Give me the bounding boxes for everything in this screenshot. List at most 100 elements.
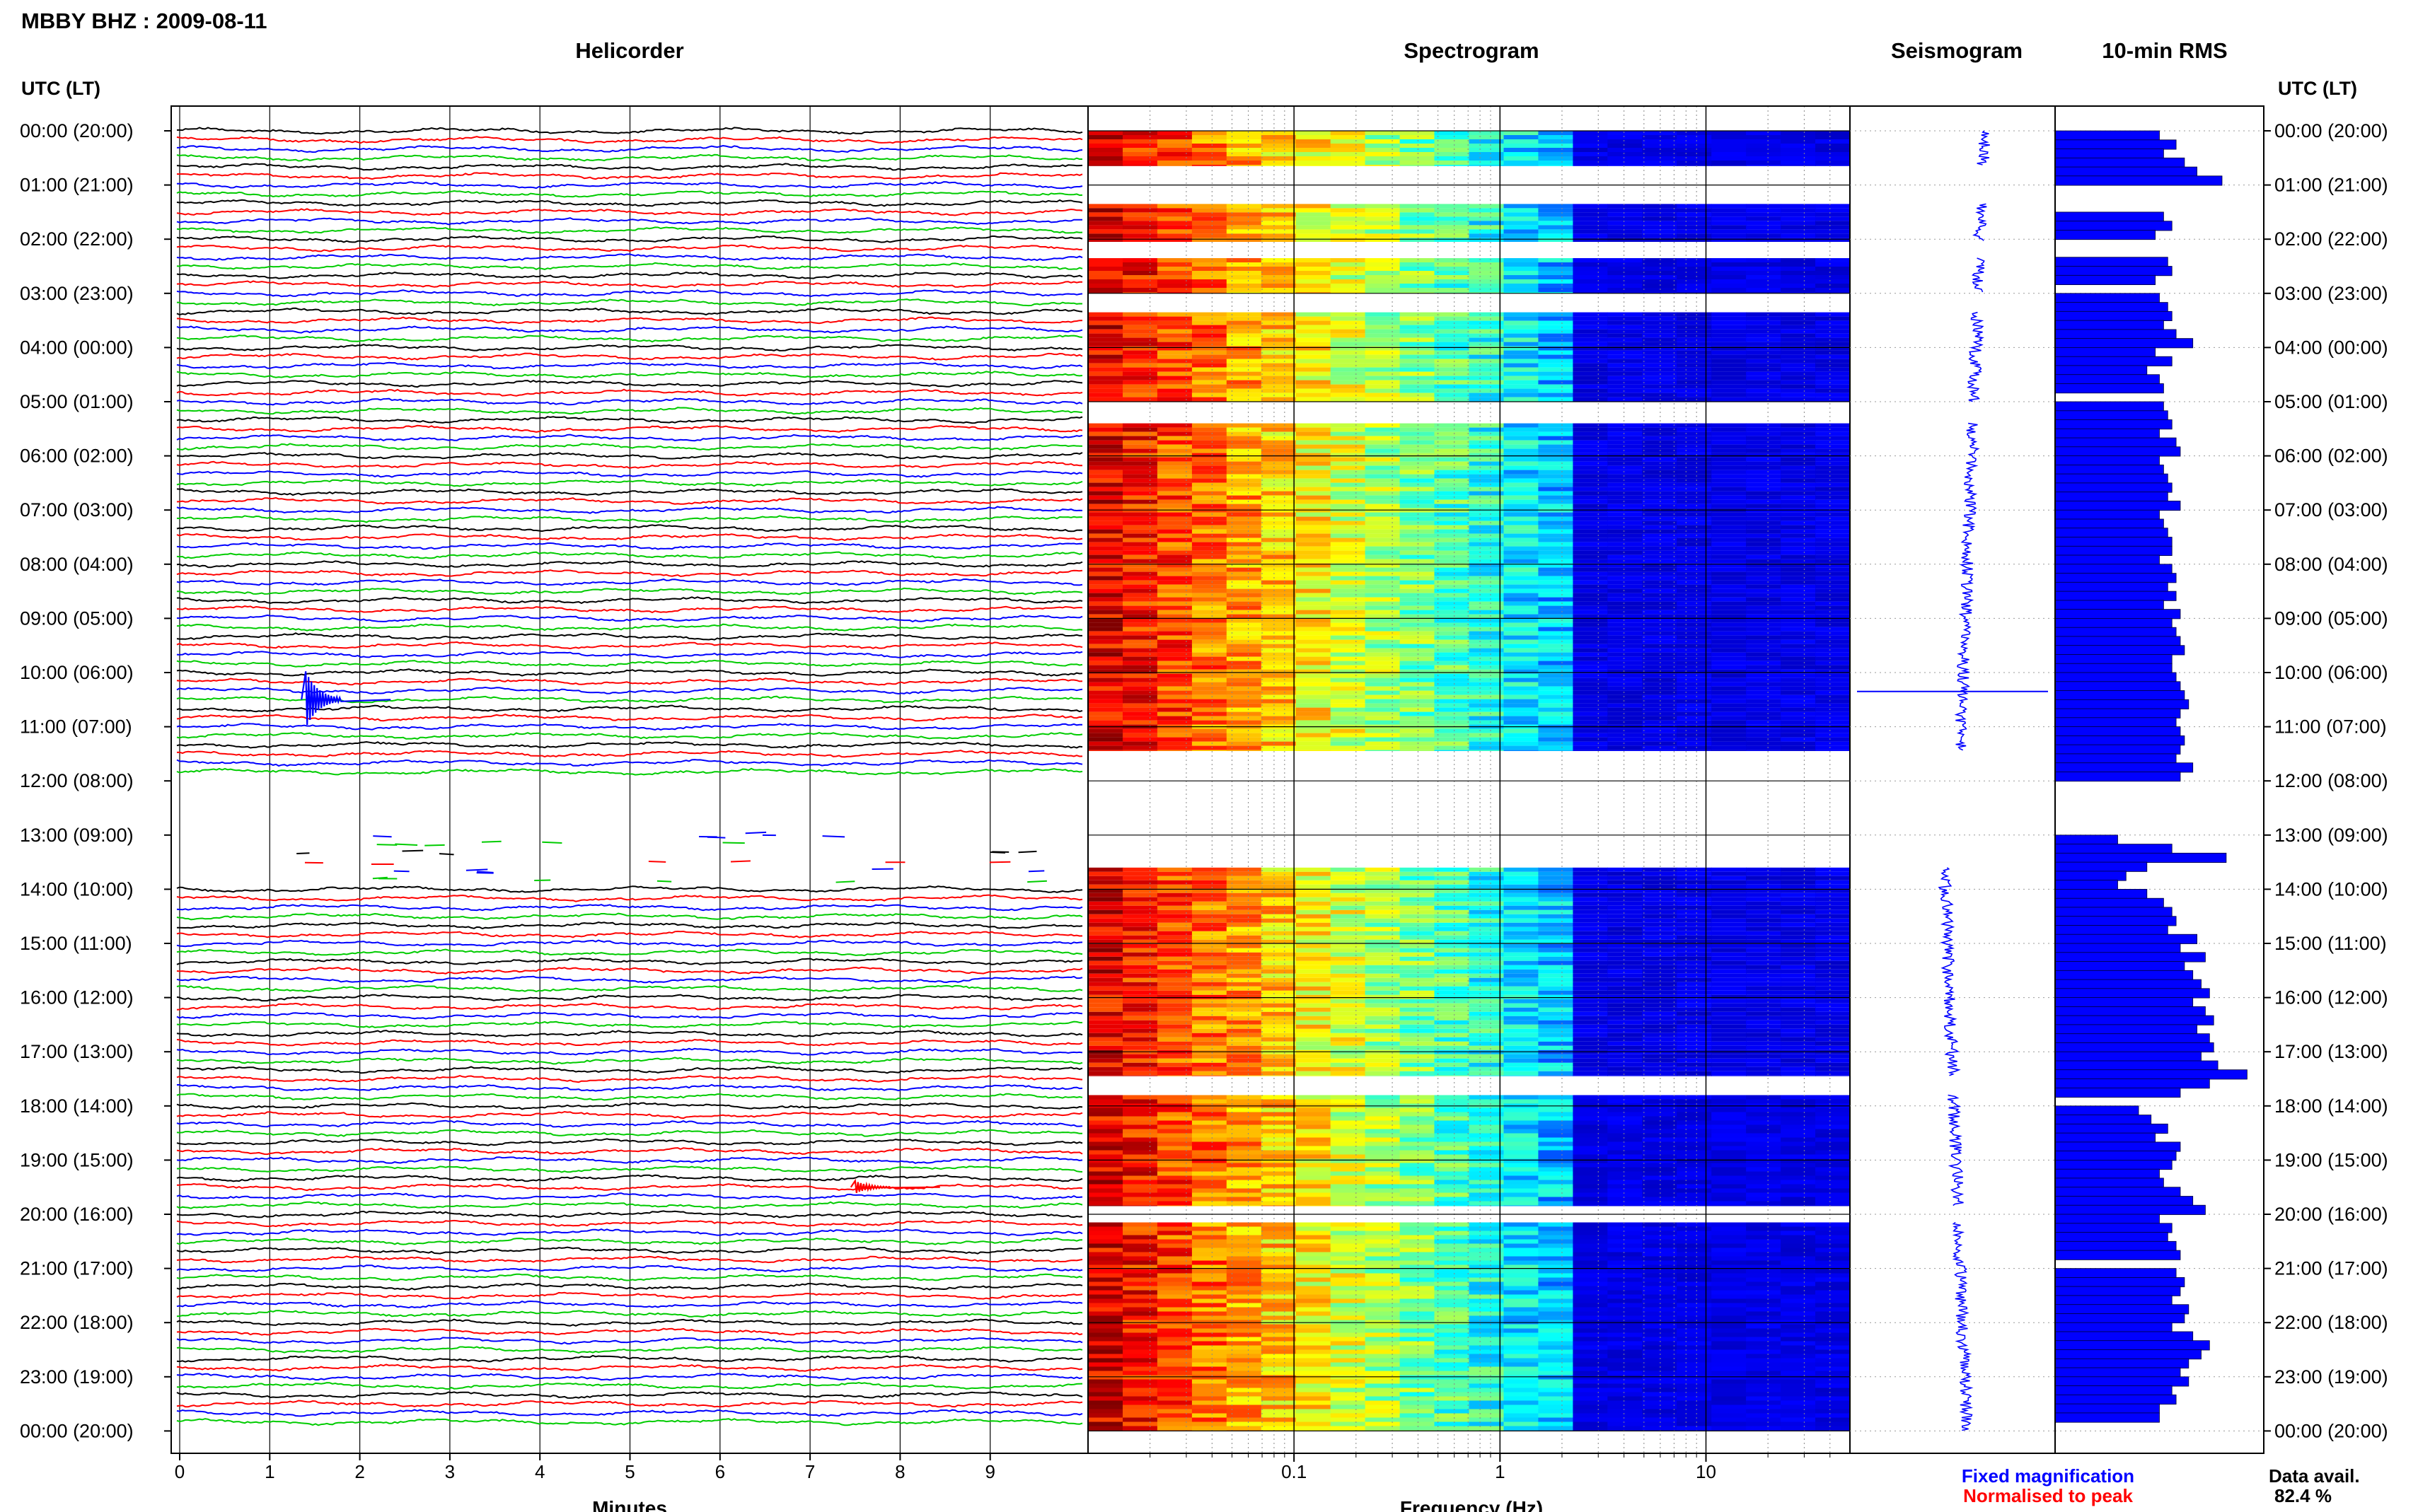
spectrogram-cell xyxy=(1261,1235,1297,1240)
spectrogram-cell xyxy=(1226,1041,1262,1046)
spectrogram-cell xyxy=(1088,969,1123,974)
spectrogram-cell xyxy=(1781,491,1816,496)
spectrogram-cell xyxy=(1434,669,1470,674)
spectrogram-cell xyxy=(1469,935,1505,940)
spectrogram-cell xyxy=(1677,1066,1712,1071)
spectrogram-cell xyxy=(1573,1054,1608,1059)
spectrogram-cell xyxy=(1607,939,1643,944)
spectrogram-cell xyxy=(1365,1201,1401,1206)
spectrogram-cell xyxy=(1434,1141,1470,1146)
spectrogram-cell xyxy=(1330,1071,1366,1076)
spectrogram-cell xyxy=(1573,956,1608,961)
spectrogram-cell xyxy=(1642,284,1677,288)
spectrogram-cell xyxy=(1088,533,1123,538)
spectrogram-cell xyxy=(1365,491,1401,496)
spectrogram-cell xyxy=(1365,148,1401,152)
spectrogram-cell xyxy=(1226,1226,1262,1231)
spectrogram-cell xyxy=(1191,610,1227,615)
spectrogram-cell xyxy=(1469,610,1505,615)
spectrogram-cell xyxy=(1607,529,1643,534)
spectrogram-cell xyxy=(1157,346,1193,351)
spectrogram-cell xyxy=(1677,588,1712,593)
spectrogram-cell xyxy=(1123,165,1158,166)
spectrogram-cell xyxy=(1503,533,1539,538)
spectrogram-cell xyxy=(1642,876,1677,880)
spectrogram-cell xyxy=(1607,990,1643,995)
spectrogram-cell xyxy=(1573,1099,1608,1104)
spectrogram-cell xyxy=(1538,546,1573,551)
spectrogram-cell xyxy=(1226,618,1262,623)
spectrogram-cell xyxy=(1573,892,1608,897)
spectrogram-cell xyxy=(1781,342,1816,347)
spectrogram-cell xyxy=(1677,888,1712,893)
helicorder-trace-fragment xyxy=(465,868,488,871)
spectrogram-cell xyxy=(1573,977,1608,982)
spectrogram-cell xyxy=(1088,922,1123,927)
spectrogram-cell xyxy=(1538,1188,1573,1193)
spectrogram-cell xyxy=(1503,1124,1539,1129)
spectrogram-cell xyxy=(1677,1158,1712,1163)
spectrogram-cell xyxy=(1191,1062,1227,1067)
spectrogram-cell xyxy=(1607,593,1643,598)
spectrogram-cell xyxy=(1226,478,1262,483)
spectrogram-cell xyxy=(1088,1054,1123,1059)
spectrogram-cell xyxy=(1573,699,1608,704)
spectrogram-cell xyxy=(1191,716,1227,721)
spectrogram-cell xyxy=(1469,1041,1505,1046)
spectrogram-cell xyxy=(1711,867,1747,872)
spectrogram-cell xyxy=(1191,1020,1227,1025)
spectrogram-cell xyxy=(1261,901,1297,906)
spectrogram-cell xyxy=(1399,977,1435,982)
spectrogram-cell xyxy=(1573,461,1608,466)
spectrogram-cell xyxy=(1226,1003,1262,1008)
spectrogram-cell xyxy=(1157,593,1193,598)
spectrogram-cell xyxy=(1434,144,1470,148)
spectrogram-cell xyxy=(1295,397,1331,402)
spectrogram-cell xyxy=(1088,504,1123,508)
helicorder-trace xyxy=(176,605,1083,614)
spectrogram-cell xyxy=(1123,567,1158,572)
spectrogram-cell xyxy=(1365,588,1401,593)
spectrogram-cell xyxy=(1607,639,1643,644)
spectrogram-cell xyxy=(1781,1124,1816,1129)
spectrogram-cell xyxy=(1157,871,1193,876)
spectrogram-cell xyxy=(1365,1150,1401,1155)
spectrogram-cell xyxy=(1642,737,1677,742)
spectrogram-cell xyxy=(1538,1066,1573,1071)
spectrogram-cell xyxy=(1434,275,1470,279)
spectrogram-cell xyxy=(1434,1058,1470,1063)
spectrogram-cell xyxy=(1677,427,1712,432)
spectrogram-cell xyxy=(1815,1045,1851,1050)
station-title: MBBY BHZ : 2009-08-11 xyxy=(21,8,267,33)
spectrogram-cell xyxy=(1088,457,1123,462)
spectrogram-cell xyxy=(1399,644,1435,649)
spectrogram-cell xyxy=(1815,1028,1851,1033)
spectrogram-cell xyxy=(1538,537,1573,542)
spectrogram-cell xyxy=(1503,567,1539,572)
spectrogram-cell xyxy=(1503,1011,1539,1016)
spectrogram-cell xyxy=(1191,956,1227,961)
spectrogram-cell xyxy=(1746,965,1781,970)
spectrogram-cell xyxy=(1573,605,1608,610)
spectrogram-cell xyxy=(1261,376,1297,380)
spectrogram-cell xyxy=(1746,161,1781,165)
spectrogram-cell xyxy=(1573,1095,1608,1100)
spectrogram-cell xyxy=(1123,1154,1158,1159)
spectrogram-cell xyxy=(1573,973,1608,978)
spectrogram-cell xyxy=(1088,550,1123,555)
spectrogram-cell xyxy=(1191,1226,1227,1231)
spectrogram-cell xyxy=(1538,952,1573,957)
spectrogram-cell xyxy=(1538,367,1573,372)
spectrogram-cell xyxy=(1538,1112,1573,1117)
spectrogram-cell xyxy=(1330,918,1366,923)
spectrogram-cell xyxy=(1642,359,1677,364)
spectrogram-cell xyxy=(1399,533,1435,538)
spectrogram-cell xyxy=(1573,482,1608,487)
spectrogram-cell xyxy=(1503,491,1539,496)
spectrogram-cell xyxy=(1365,1146,1401,1151)
spectrogram-cell xyxy=(1607,320,1643,325)
spectrogram-cell xyxy=(1815,1129,1851,1134)
spectrogram-cell xyxy=(1123,601,1158,606)
spectrogram-cell xyxy=(1538,597,1573,602)
spectrogram-cell xyxy=(1781,1154,1816,1159)
